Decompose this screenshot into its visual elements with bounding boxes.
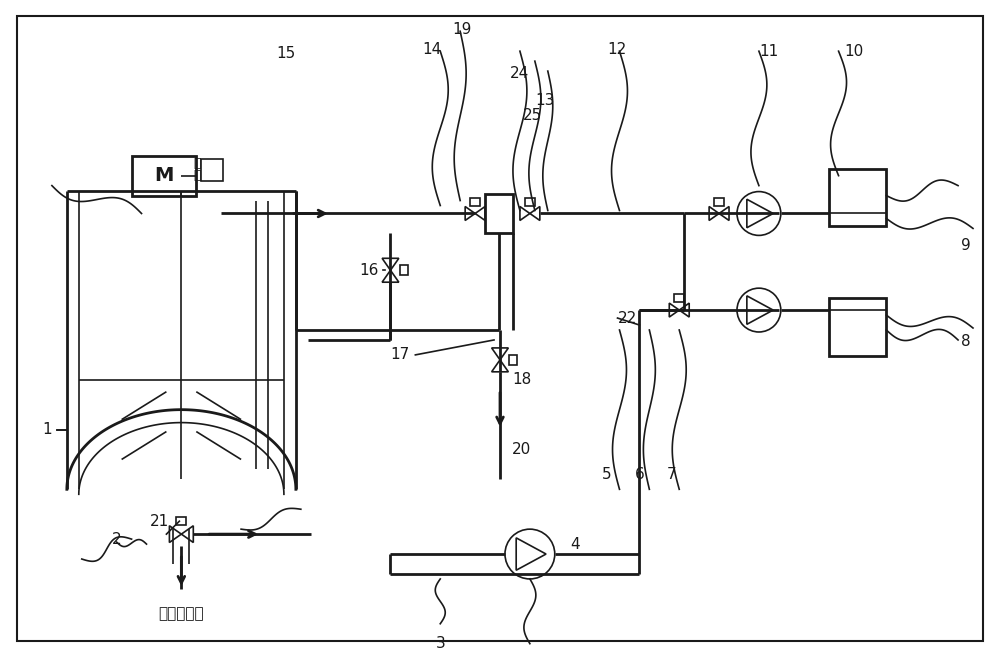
Bar [525, 198, 535, 206]
Text: 水: 水 [193, 169, 201, 181]
Text: 11: 11 [759, 43, 778, 58]
Text: 13: 13 [535, 93, 554, 108]
Text: 18: 18 [512, 373, 532, 387]
Text: 9: 9 [961, 238, 971, 253]
Text: 12: 12 [607, 41, 626, 57]
Bar [132, 156, 196, 196]
Text: 8: 8 [961, 334, 971, 350]
Bar [400, 265, 408, 275]
Bar [485, 194, 513, 233]
Bar [176, 517, 186, 525]
Text: 24: 24 [510, 66, 530, 81]
Text: 6: 6 [635, 467, 644, 482]
Bar [674, 294, 684, 302]
Bar [509, 355, 517, 365]
Bar [714, 198, 724, 206]
Bar [829, 298, 886, 356]
Text: 16: 16 [359, 263, 378, 278]
Text: 19: 19 [452, 22, 472, 37]
Text: 气: 气 [193, 156, 201, 170]
Text: 3: 3 [435, 636, 445, 651]
Bar [201, 159, 223, 181]
Text: 14: 14 [423, 41, 442, 57]
Text: 4: 4 [570, 537, 579, 552]
Text: 25: 25 [523, 108, 542, 124]
Bar [829, 169, 886, 227]
Text: 21: 21 [150, 514, 169, 529]
Text: 去下一工序: 去下一工序 [159, 606, 204, 622]
Text: 7: 7 [666, 467, 676, 482]
Text: 17: 17 [391, 348, 410, 363]
Text: 15: 15 [276, 46, 296, 60]
Text: 2: 2 [112, 532, 121, 547]
Bar [470, 198, 480, 206]
Text: M: M [154, 166, 174, 185]
Text: 1: 1 [42, 422, 52, 437]
Text: 10: 10 [844, 43, 863, 58]
Text: 20: 20 [512, 442, 532, 457]
Text: 5: 5 [602, 467, 611, 482]
Text: 22: 22 [618, 311, 637, 326]
